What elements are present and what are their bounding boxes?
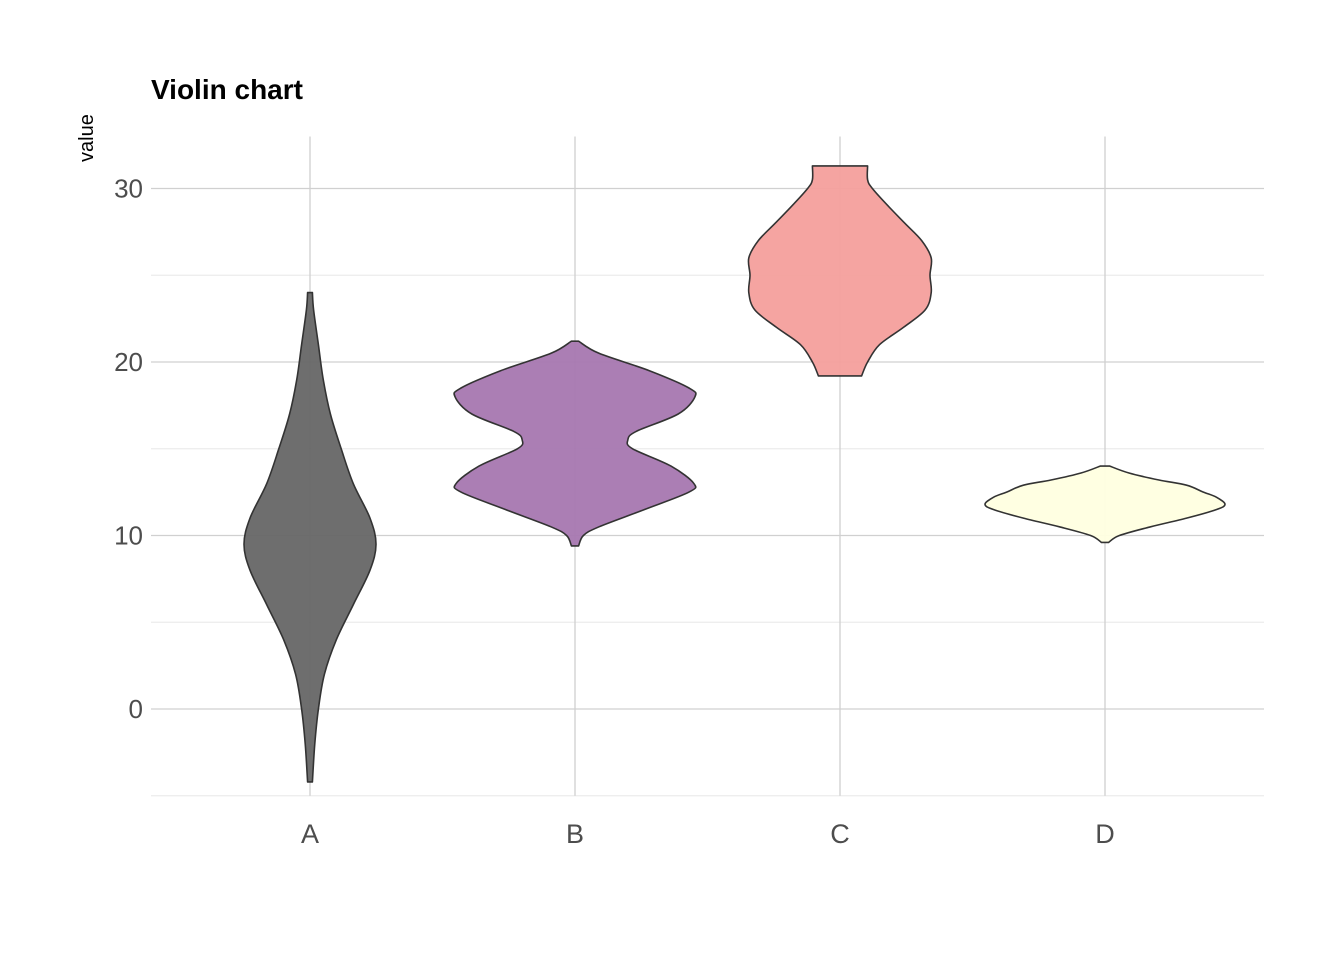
x-tick-label: C xyxy=(830,819,850,849)
violin-A xyxy=(243,291,377,783)
chart-title: Violin chart xyxy=(151,74,303,105)
y-tick-label: 20 xyxy=(114,347,143,377)
y-tick-label: 10 xyxy=(114,521,143,551)
y-tick-labels: 0 10 20 30 xyxy=(114,174,143,725)
x-tick-label: D xyxy=(1095,819,1115,849)
x-tick-label: B xyxy=(566,819,584,849)
violins xyxy=(243,165,1226,783)
y-tick-label: 0 xyxy=(129,694,143,724)
violin-C xyxy=(747,165,933,377)
y-tick-label: 30 xyxy=(114,174,143,204)
violin-D xyxy=(984,465,1226,544)
x-tick-label: A xyxy=(301,819,319,849)
x-tick-labels: A B C D xyxy=(301,819,1115,849)
violin-B xyxy=(453,340,697,547)
